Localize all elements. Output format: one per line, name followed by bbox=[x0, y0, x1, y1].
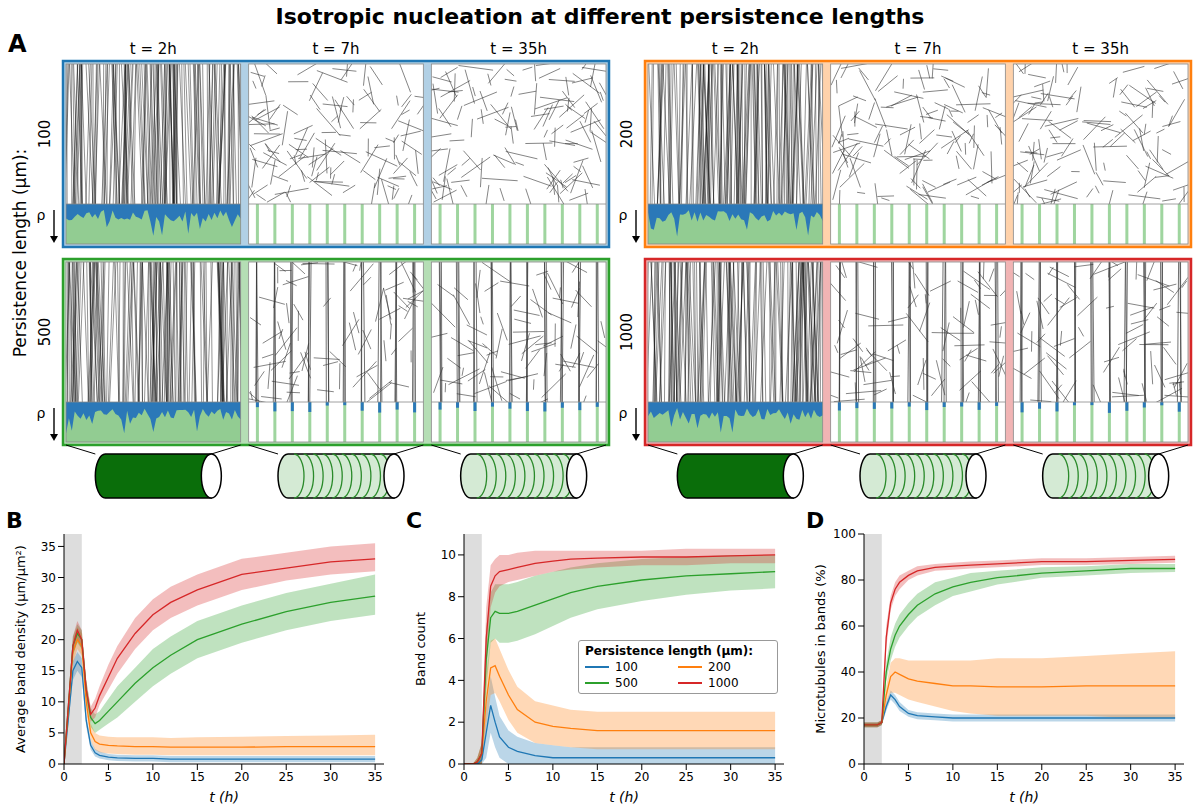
svg-text:25: 25 bbox=[679, 770, 694, 784]
svg-text:0: 0 bbox=[860, 770, 868, 784]
svg-text:35: 35 bbox=[1167, 770, 1182, 784]
svg-text:35: 35 bbox=[767, 770, 782, 784]
svg-text:ρ: ρ bbox=[37, 207, 46, 223]
svg-text:15: 15 bbox=[990, 770, 1005, 784]
svg-text:t = 2h: t = 2h bbox=[130, 40, 177, 58]
svg-text:30: 30 bbox=[41, 571, 56, 585]
svg-text:200: 200 bbox=[618, 120, 636, 149]
svg-text:60: 60 bbox=[841, 619, 856, 633]
html-text:D: D bbox=[806, 508, 825, 533]
svg-text:ρ: ρ bbox=[619, 405, 628, 421]
svg-text:5: 5 bbox=[905, 770, 913, 784]
svg-text:100: 100 bbox=[833, 527, 856, 541]
html-text:C: C bbox=[406, 508, 423, 533]
svg-text:0: 0 bbox=[448, 757, 456, 771]
html-text:500: 500 bbox=[615, 676, 638, 690]
svg-text:t = 7h: t = 7h bbox=[894, 40, 941, 58]
html-text:1000: 1000 bbox=[708, 676, 739, 690]
svg-text:20: 20 bbox=[634, 770, 649, 784]
svg-text:Band count: Band count bbox=[413, 612, 428, 686]
svg-text:t = 35h: t = 35h bbox=[490, 40, 547, 58]
svg-text:4: 4 bbox=[448, 674, 456, 688]
svg-text:6: 6 bbox=[448, 632, 456, 646]
svg-text:25: 25 bbox=[1079, 770, 1094, 784]
svg-text:Microtubules in bands (%): Microtubules in bands (%) bbox=[813, 564, 828, 733]
svg-text:5: 5 bbox=[105, 770, 113, 784]
html-text:Persistence length (µm):: Persistence length (µm): bbox=[585, 644, 753, 658]
svg-text:10: 10 bbox=[441, 548, 456, 562]
svg-text:10: 10 bbox=[545, 770, 560, 784]
svg-text:t (h): t (h) bbox=[609, 789, 639, 805]
svg-text:80: 80 bbox=[841, 573, 856, 587]
svg-text:500: 500 bbox=[36, 318, 54, 347]
svg-text:t = 7h: t = 7h bbox=[312, 40, 359, 58]
svg-text:100: 100 bbox=[36, 120, 54, 149]
svg-text:20: 20 bbox=[41, 633, 56, 647]
svg-text:20: 20 bbox=[841, 711, 856, 725]
svg-text:20: 20 bbox=[234, 770, 249, 784]
svg-text:0: 0 bbox=[48, 757, 56, 771]
svg-text:15: 15 bbox=[190, 770, 205, 784]
svg-text:t (h): t (h) bbox=[209, 789, 239, 805]
svg-text:10: 10 bbox=[41, 695, 56, 709]
svg-text:0: 0 bbox=[460, 770, 468, 784]
svg-text:30: 30 bbox=[1123, 770, 1138, 784]
html-text:200: 200 bbox=[708, 660, 731, 674]
svg-text:30: 30 bbox=[723, 770, 738, 784]
svg-text:10: 10 bbox=[945, 770, 960, 784]
svg-text:40: 40 bbox=[841, 665, 856, 679]
svg-text:5: 5 bbox=[505, 770, 513, 784]
svg-text:35: 35 bbox=[367, 770, 382, 784]
svg-text:20: 20 bbox=[1034, 770, 1049, 784]
svg-text:0: 0 bbox=[848, 757, 856, 771]
html-text:100: 100 bbox=[615, 660, 638, 674]
svg-text:Persistence length (µm):: Persistence length (µm): bbox=[10, 149, 30, 358]
svg-text:Isotropic nucleation at differ: Isotropic nucleation at different persis… bbox=[276, 4, 925, 29]
svg-text:25: 25 bbox=[279, 770, 294, 784]
svg-text:ρ: ρ bbox=[37, 405, 46, 421]
svg-text:t = 2h: t = 2h bbox=[712, 40, 759, 58]
svg-text:35: 35 bbox=[41, 540, 56, 554]
svg-text:A: A bbox=[8, 30, 27, 58]
svg-text:30: 30 bbox=[323, 770, 338, 784]
svg-text:ρ: ρ bbox=[619, 207, 628, 223]
svg-text:15: 15 bbox=[590, 770, 605, 784]
svg-text:15: 15 bbox=[41, 664, 56, 678]
svg-text:0: 0 bbox=[60, 770, 68, 784]
svg-text:8: 8 bbox=[448, 590, 456, 604]
svg-text:10: 10 bbox=[145, 770, 160, 784]
svg-text:2: 2 bbox=[448, 715, 456, 729]
html-text:B: B bbox=[6, 508, 23, 533]
svg-text:Average band density (μm/μm²): Average band density (μm/μm²) bbox=[13, 545, 28, 753]
svg-text:t (h): t (h) bbox=[1009, 789, 1039, 805]
svg-text:5: 5 bbox=[48, 726, 56, 740]
svg-text:t = 35h: t = 35h bbox=[1072, 40, 1129, 58]
svg-text:1000: 1000 bbox=[618, 313, 636, 351]
svg-text:25: 25 bbox=[41, 602, 56, 616]
